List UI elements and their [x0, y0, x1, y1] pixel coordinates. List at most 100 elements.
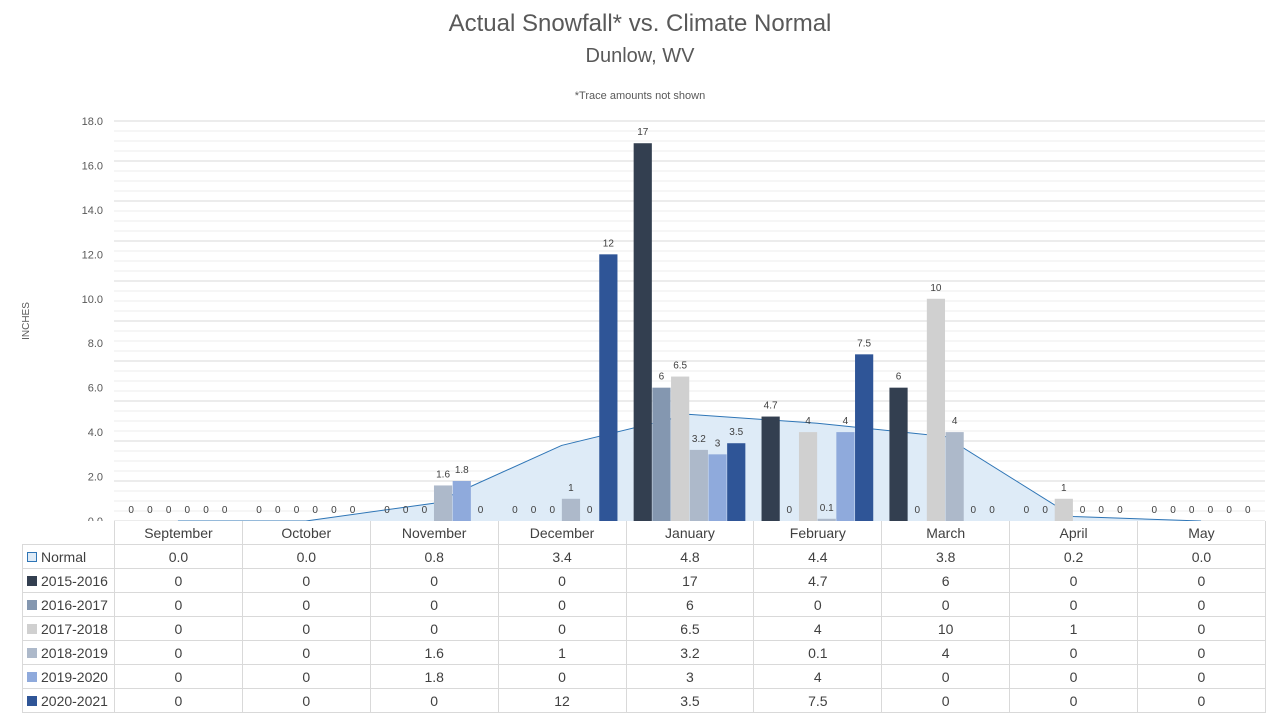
table-cell: 0 — [369, 568, 499, 593]
data-label: 1.6 — [436, 469, 450, 480]
table-cell: 0 — [881, 592, 1011, 617]
y-tick-label: 2.0 — [88, 472, 103, 484]
table-cell: 0 — [1137, 568, 1266, 593]
data-label: 0 — [1189, 505, 1195, 516]
table-cell: 0 — [114, 568, 243, 593]
table-cell: 0.2 — [1009, 544, 1138, 569]
category-label: February — [753, 521, 883, 545]
bar-2018-2019-January — [689, 449, 708, 521]
table-cell: 0 — [241, 664, 371, 689]
data-label: 3.5 — [729, 427, 743, 438]
bar-2015-2016-January — [633, 143, 652, 521]
table-cell: 1 — [497, 640, 627, 665]
table-cell: 0 — [1137, 616, 1266, 641]
data-label: 7.5 — [857, 338, 871, 349]
data-label: 0 — [787, 505, 793, 516]
data-label: 0 — [203, 505, 209, 516]
category-label: September — [114, 521, 243, 545]
category-label: January — [625, 521, 755, 545]
table-cell: 0 — [1009, 664, 1138, 689]
chart-note: *Trace amounts not shown — [574, 90, 706, 102]
table-cell: 0 — [497, 592, 627, 617]
category-label: October — [241, 521, 371, 545]
y-tick-label: 16.0 — [82, 160, 103, 172]
y-tick-label: 6.0 — [88, 383, 103, 395]
table-cell: 3.8 — [881, 544, 1011, 569]
data-label: 1 — [568, 483, 574, 494]
data-label: 0 — [971, 505, 977, 516]
legend-entry: 2019-2020 — [22, 664, 115, 689]
bar-2018-2019-November — [433, 485, 453, 521]
table-cell: 12 — [497, 688, 627, 713]
normal-area-line — [177, 413, 1202, 521]
legend-entry: Normal — [22, 544, 115, 569]
table-cell: 0 — [114, 592, 243, 617]
table-cell: 0 — [1137, 640, 1266, 665]
data-label: 0 — [1152, 505, 1158, 516]
data-label: 0 — [147, 505, 153, 516]
data-label: 12 — [603, 238, 615, 249]
table-cell: 0 — [114, 640, 243, 665]
table-header-row: September October November December January F… — [23, 521, 1266, 545]
bar-2018-2019-December — [561, 498, 581, 521]
table-cell: 3.5 — [625, 688, 755, 713]
legend-label: 2016-2017 — [41, 596, 108, 613]
category-label: March — [881, 521, 1011, 545]
table-cell: 0 — [114, 688, 243, 713]
bar-2018-2019-February — [817, 518, 836, 521]
data-label: 4 — [843, 416, 849, 427]
bar-2015-2016-March — [889, 387, 908, 521]
table-cell: 0.0 — [114, 544, 243, 569]
data-label: 0 — [275, 505, 281, 516]
table-row: 2017-2018 0 0 0 0 6.5 4 10 1 0 — [22, 616, 1266, 641]
y-tick-label: 14.0 — [82, 205, 103, 217]
table-cell: 0 — [753, 592, 883, 617]
table-cell: 0 — [241, 688, 371, 713]
data-label: 10 — [930, 283, 942, 294]
data-label: 1 — [1061, 483, 1067, 494]
legend-entry: 2016-2017 — [22, 592, 115, 617]
category-label: April — [1009, 521, 1138, 545]
y-tick-label: 12.0 — [82, 249, 103, 261]
legend-label: Normal — [41, 548, 87, 565]
table-cell: 4.8 — [625, 544, 755, 569]
table-cell: 0 — [369, 688, 499, 713]
chart-title: Actual Snowfall* vs. Climate Normal — [448, 10, 832, 37]
bars — [433, 143, 1073, 521]
bar-2019-2020-November — [452, 481, 471, 521]
table-cell: 0.8 — [369, 544, 499, 569]
category-label: November — [369, 521, 499, 545]
table-cell: 0 — [497, 568, 627, 593]
table-cell: 4.4 — [753, 544, 883, 569]
table-cell: 0 — [1137, 592, 1266, 617]
legend-swatch — [27, 599, 37, 610]
legend-swatch — [27, 671, 37, 682]
table-cell: 1.6 — [369, 640, 499, 665]
bar-2015-2016-February — [761, 416, 780, 521]
data-label: 0 — [185, 505, 191, 516]
table-cell: 0 — [1009, 592, 1138, 617]
table-cell: 0 — [241, 592, 371, 617]
bar-2016-2017-January — [652, 387, 671, 521]
bar-2020-2021-February — [855, 354, 874, 521]
bar-2020-2021-December — [599, 254, 618, 521]
table-cell: 0 — [241, 616, 371, 641]
y-tick-label: 0.0 — [88, 516, 103, 521]
data-label: 6 — [896, 372, 902, 383]
data-label: 0 — [294, 505, 300, 516]
bar-2017-2018-April — [1054, 498, 1073, 521]
table-row: 2020-2021 0 0 0 12 3.5 7.5 0 0 0 — [22, 688, 1266, 713]
table-cell: 1.8 — [369, 664, 499, 689]
table-cell: 7.5 — [753, 688, 883, 713]
table-cell: 0 — [241, 640, 371, 665]
data-label: 0 — [1170, 505, 1176, 516]
data-label: 0 — [256, 505, 262, 516]
table-cell: 0 — [114, 664, 243, 689]
data-label: 0 — [331, 505, 337, 516]
data-label: 0 — [222, 505, 228, 516]
data-label: 4 — [952, 416, 958, 427]
data-label: 0 — [1098, 505, 1104, 516]
y-tick-label: 4.0 — [88, 427, 103, 439]
